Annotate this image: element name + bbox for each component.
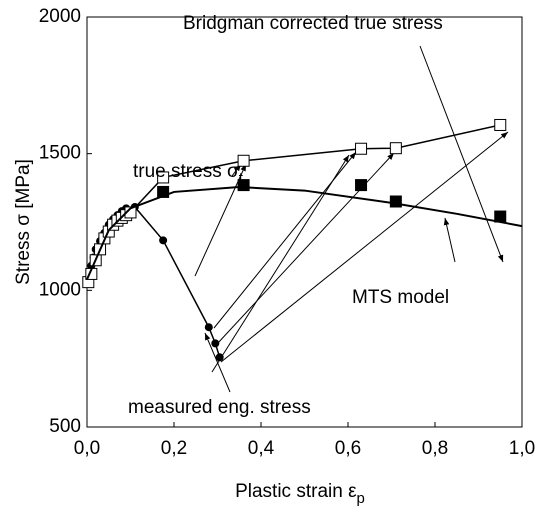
x-tick-label: 0,6 xyxy=(335,438,361,459)
plot-frame xyxy=(86,16,523,428)
x-axis-label-text: Plastic strain ε xyxy=(235,481,357,502)
x-tick-label: 0,2 xyxy=(161,438,187,459)
data-point xyxy=(159,236,168,245)
x-tick-label: 0,4 xyxy=(248,438,275,459)
data-point xyxy=(124,206,137,219)
x-axis-label-sub: p xyxy=(357,490,365,507)
y-tick-label: 1000 xyxy=(39,279,81,300)
data-point xyxy=(389,142,402,155)
series-label-text: true stress σ xyxy=(133,161,239,182)
series-label-text: MTS model xyxy=(352,287,449,308)
data-point xyxy=(237,179,250,192)
data-point xyxy=(237,154,250,167)
series-label-text: measured eng. stress xyxy=(128,397,311,418)
y-tick-label: 1500 xyxy=(39,143,81,164)
data-point xyxy=(215,353,224,362)
data-point xyxy=(494,118,507,131)
data-point xyxy=(355,179,368,192)
data-point xyxy=(204,323,213,332)
data-point xyxy=(157,171,170,184)
data-point xyxy=(389,195,402,208)
x-tick-label: 1,0 xyxy=(509,438,535,459)
series-label: true stress σt xyxy=(133,161,244,187)
series-label-text: Bridgman corrected true stress xyxy=(183,13,443,34)
x-tick-label: 0,0 xyxy=(74,438,100,459)
x-tick-label: 0,8 xyxy=(422,438,448,459)
annotation-arrows xyxy=(194,45,509,393)
series-line xyxy=(87,124,501,283)
y-axis-label: Stress σ [MPa] xyxy=(13,159,34,285)
data-point xyxy=(211,339,220,348)
x-axis-label: Plastic strain εp xyxy=(235,481,365,507)
y-tick-label: 2000 xyxy=(39,6,81,27)
series-label: measured eng. stress xyxy=(128,397,311,418)
data-point xyxy=(494,210,507,223)
series-label-sub: t xyxy=(239,170,244,187)
data-point xyxy=(355,142,368,155)
series-label: MTS model xyxy=(352,287,449,308)
series-label: Bridgman corrected true stress xyxy=(183,13,443,34)
y-tick-label: 500 xyxy=(49,416,81,437)
series-line xyxy=(86,186,523,280)
